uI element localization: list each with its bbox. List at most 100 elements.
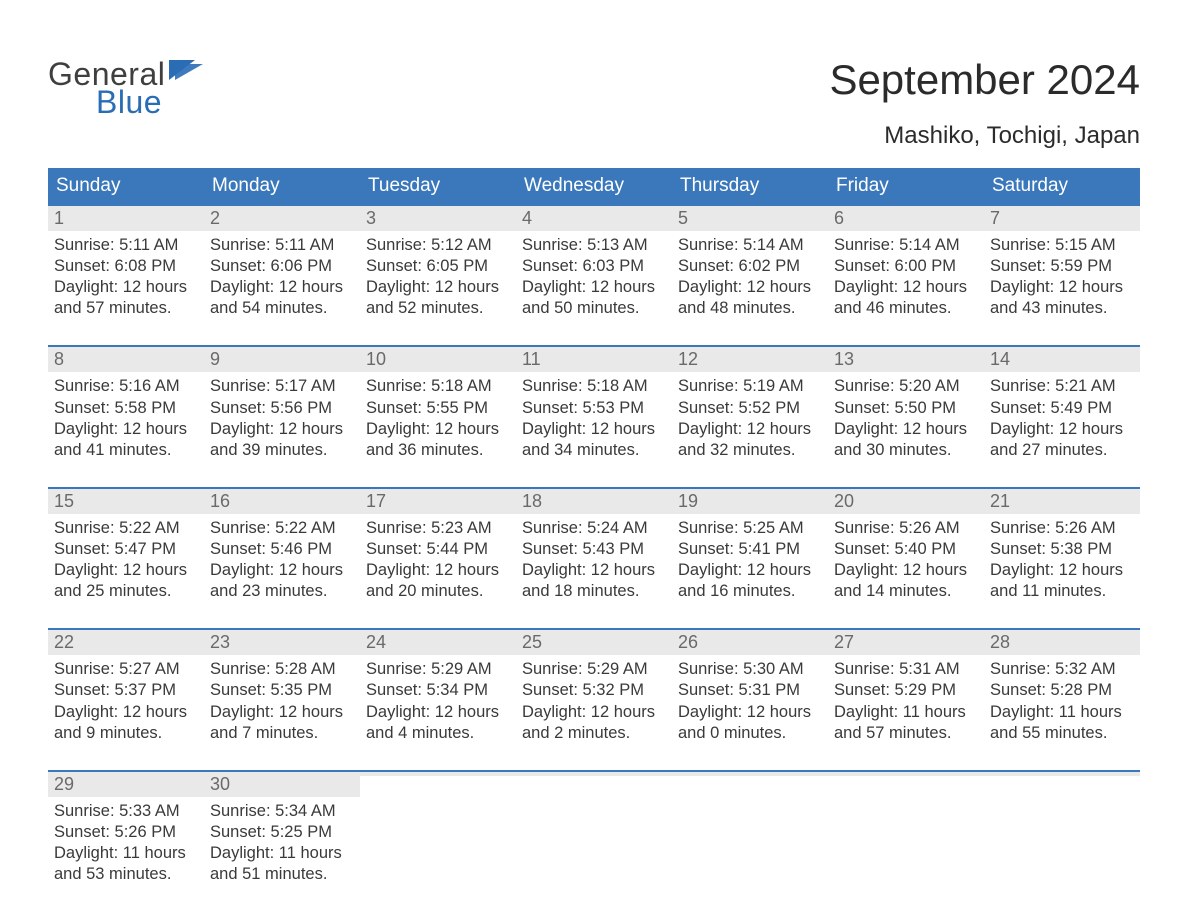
day-sunrise: Sunrise: 5:14 AM (834, 235, 978, 256)
calendar-day: 30Sunrise: 5:34 AMSunset: 5:25 PMDayligh… (204, 772, 360, 885)
day-d1: Daylight: 12 hours (366, 277, 510, 298)
day-details (828, 776, 984, 780)
day-d2: and 34 minutes. (522, 440, 666, 461)
calendar-day: 26Sunrise: 5:30 AMSunset: 5:31 PMDayligh… (672, 630, 828, 743)
day-details: Sunrise: 5:26 AMSunset: 5:40 PMDaylight:… (828, 514, 984, 602)
day-sunrise: Sunrise: 5:11 AM (210, 235, 354, 256)
day-d2: and 39 minutes. (210, 440, 354, 461)
day-d2: and 57 minutes. (54, 298, 198, 319)
day-details: Sunrise: 5:31 AMSunset: 5:29 PMDaylight:… (828, 655, 984, 743)
calendar-day: 28Sunrise: 5:32 AMSunset: 5:28 PMDayligh… (984, 630, 1140, 743)
day-sunset: Sunset: 6:05 PM (366, 256, 510, 277)
day-d1: Daylight: 12 hours (990, 277, 1134, 298)
calendar-day: 27Sunrise: 5:31 AMSunset: 5:29 PMDayligh… (828, 630, 984, 743)
calendar-day: 8Sunrise: 5:16 AMSunset: 5:58 PMDaylight… (48, 347, 204, 460)
calendar-day: 17Sunrise: 5:23 AMSunset: 5:44 PMDayligh… (360, 489, 516, 602)
flag-icon (169, 60, 203, 84)
day-d1: Daylight: 12 hours (366, 702, 510, 723)
calendar-day: 5Sunrise: 5:14 AMSunset: 6:02 PMDaylight… (672, 206, 828, 319)
day-number: 25 (516, 630, 672, 655)
day-details: Sunrise: 5:15 AMSunset: 5:59 PMDaylight:… (984, 231, 1140, 319)
weekday-header: Wednesday (516, 168, 672, 204)
day-details (360, 776, 516, 780)
day-d1: Daylight: 12 hours (990, 560, 1134, 581)
weekday-header-row: Sunday Monday Tuesday Wednesday Thursday… (48, 168, 1140, 204)
calendar-day: 7Sunrise: 5:15 AMSunset: 5:59 PMDaylight… (984, 206, 1140, 319)
day-sunset: Sunset: 5:52 PM (678, 398, 822, 419)
day-sunrise: Sunrise: 5:12 AM (366, 235, 510, 256)
day-sunrise: Sunrise: 5:20 AM (834, 376, 978, 397)
calendar-day (828, 772, 984, 885)
day-sunset: Sunset: 5:26 PM (54, 822, 198, 843)
day-number: 30 (204, 772, 360, 797)
day-sunrise: Sunrise: 5:11 AM (54, 235, 198, 256)
calendar-day: 21Sunrise: 5:26 AMSunset: 5:38 PMDayligh… (984, 489, 1140, 602)
day-d1: Daylight: 12 hours (522, 277, 666, 298)
calendar-day: 19Sunrise: 5:25 AMSunset: 5:41 PMDayligh… (672, 489, 828, 602)
day-number: 28 (984, 630, 1140, 655)
day-d2: and 0 minutes. (678, 723, 822, 744)
day-details: Sunrise: 5:23 AMSunset: 5:44 PMDaylight:… (360, 514, 516, 602)
day-d2: and 18 minutes. (522, 581, 666, 602)
day-details: Sunrise: 5:11 AMSunset: 6:08 PMDaylight:… (48, 231, 204, 319)
day-sunset: Sunset: 5:29 PM (834, 680, 978, 701)
calendar-day: 9 Sunrise: 5:17 AMSunset: 5:56 PMDaylight… (204, 347, 360, 460)
day-d2: and 57 minutes. (834, 723, 978, 744)
day-details: Sunrise: 5:26 AMSunset: 5:38 PMDaylight:… (984, 514, 1140, 602)
day-sunrise: Sunrise: 5:26 AM (990, 518, 1134, 539)
day-sunrise: Sunrise: 5:27 AM (54, 659, 198, 680)
day-d1: Daylight: 12 hours (54, 277, 198, 298)
day-sunrise: Sunrise: 5:30 AM (678, 659, 822, 680)
day-d1: Daylight: 12 hours (990, 419, 1134, 440)
day-d1: Daylight: 11 hours (834, 702, 978, 723)
weekday-header: Monday (204, 168, 360, 204)
day-d2: and 55 minutes. (990, 723, 1134, 744)
day-d1: Daylight: 12 hours (54, 419, 198, 440)
day-d2: and 9 minutes. (54, 723, 198, 744)
day-sunset: Sunset: 6:03 PM (522, 256, 666, 277)
day-sunset: Sunset: 5:56 PM (210, 398, 354, 419)
day-sunrise: Sunrise: 5:26 AM (834, 518, 978, 539)
day-number: 13 (828, 347, 984, 372)
day-sunrise: Sunrise: 5:23 AM (366, 518, 510, 539)
calendar-day: 24Sunrise: 5:29 AMSunset: 5:34 PMDayligh… (360, 630, 516, 743)
day-d2: and 41 minutes. (54, 440, 198, 461)
day-d2: and 36 minutes. (366, 440, 510, 461)
calendar-day: 12Sunrise: 5:19 AMSunset: 5:52 PMDayligh… (672, 347, 828, 460)
calendar-day: 25Sunrise: 5:29 AMSunset: 5:32 PMDayligh… (516, 630, 672, 743)
day-sunset: Sunset: 5:28 PM (990, 680, 1134, 701)
day-sunrise: Sunrise: 5:22 AM (210, 518, 354, 539)
day-details: Sunrise: 5:29 AMSunset: 5:32 PMDaylight:… (516, 655, 672, 743)
day-details: Sunrise: 5:14 AMSunset: 6:00 PMDaylight:… (828, 231, 984, 319)
day-number: 23 (204, 630, 360, 655)
weekday-header: Thursday (672, 168, 828, 204)
day-details (984, 776, 1140, 780)
day-d1: Daylight: 12 hours (54, 560, 198, 581)
day-d1: Daylight: 12 hours (210, 702, 354, 723)
day-details: Sunrise: 5:18 AMSunset: 5:55 PMDaylight:… (360, 372, 516, 460)
day-details: Sunrise: 5:18 AMSunset: 5:53 PMDaylight:… (516, 372, 672, 460)
calendar: Sunday Monday Tuesday Wednesday Thursday… (48, 168, 1140, 885)
day-sunrise: Sunrise: 5:15 AM (990, 235, 1134, 256)
day-number: 6 (828, 206, 984, 231)
day-details: Sunrise: 5:13 AMSunset: 6:03 PMDaylight:… (516, 231, 672, 319)
day-d1: Daylight: 12 hours (210, 277, 354, 298)
weekday-header: Tuesday (360, 168, 516, 204)
day-number: 5 (672, 206, 828, 231)
day-details: Sunrise: 5:14 AMSunset: 6:02 PMDaylight:… (672, 231, 828, 319)
day-d1: Daylight: 12 hours (210, 419, 354, 440)
day-sunrise: Sunrise: 5:21 AM (990, 376, 1134, 397)
day-sunrise: Sunrise: 5:17 AM (210, 376, 354, 397)
day-number: 9 (204, 347, 360, 372)
day-sunrise: Sunrise: 5:29 AM (522, 659, 666, 680)
day-d1: Daylight: 12 hours (522, 419, 666, 440)
day-details: Sunrise: 5:16 AMSunset: 5:58 PMDaylight:… (48, 372, 204, 460)
day-d1: Daylight: 12 hours (522, 560, 666, 581)
day-number: 20 (828, 489, 984, 514)
day-sunset: Sunset: 5:44 PM (366, 539, 510, 560)
brand-word-2: Blue (96, 86, 203, 118)
weekday-header: Friday (828, 168, 984, 204)
calendar-day: 22Sunrise: 5:27 AMSunset: 5:37 PMDayligh… (48, 630, 204, 743)
day-sunset: Sunset: 5:34 PM (366, 680, 510, 701)
day-d2: and 4 minutes. (366, 723, 510, 744)
